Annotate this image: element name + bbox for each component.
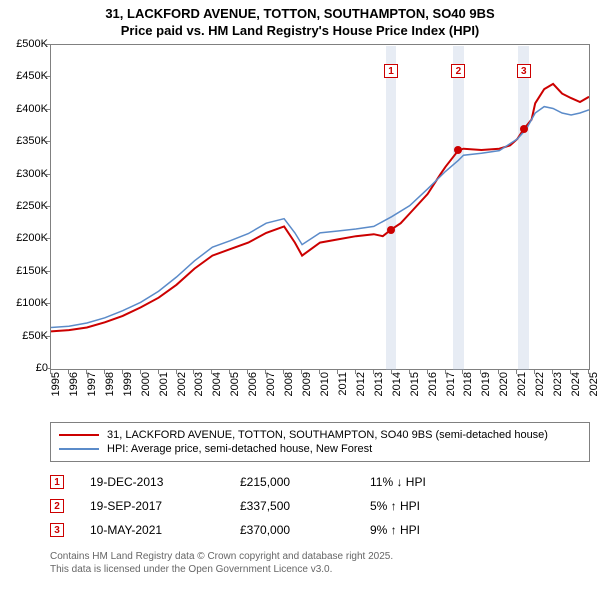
ytick-label: £50K bbox=[22, 330, 48, 342]
chart-marker-box: 1 bbox=[384, 64, 398, 78]
line-series bbox=[51, 45, 589, 369]
legend-row-1: 31, LACKFORD AVENUE, TOTTON, SOUTHAMPTON… bbox=[59, 429, 581, 441]
xtick-label: 1999 bbox=[122, 372, 134, 396]
xtick-label: 2024 bbox=[570, 372, 582, 396]
xtick-label: 2014 bbox=[391, 372, 403, 396]
ytick-label: £400K bbox=[16, 103, 48, 115]
sale-price: £215,000 bbox=[240, 475, 370, 489]
legend-swatch-2 bbox=[59, 448, 99, 450]
table-row: 2 19-SEP-2017 £337,500 5% ↑ HPI bbox=[50, 494, 590, 518]
xtick-label: 2025 bbox=[588, 372, 600, 396]
hpi-delta: 9% ↑ HPI bbox=[370, 523, 470, 537]
legend-label-1: 31, LACKFORD AVENUE, TOTTON, SOUTHAMPTON… bbox=[107, 429, 548, 441]
xtick-label: 2001 bbox=[158, 372, 170, 396]
xtick-label: 2017 bbox=[445, 372, 457, 396]
legend-swatch-1 bbox=[59, 434, 99, 436]
xtick-label: 2006 bbox=[247, 372, 259, 396]
xtick-label: 2018 bbox=[462, 372, 474, 396]
marker-box-3: 3 bbox=[50, 523, 64, 537]
title-line-2: Price paid vs. HM Land Registry's House … bbox=[0, 23, 600, 40]
xtick-label: 2008 bbox=[283, 372, 295, 396]
sale-dot bbox=[454, 146, 462, 154]
xtick-label: 2009 bbox=[301, 372, 313, 396]
title-line-1: 31, LACKFORD AVENUE, TOTTON, SOUTHAMPTON… bbox=[0, 6, 600, 23]
xtick-label: 2004 bbox=[211, 372, 223, 396]
series-price_paid bbox=[51, 84, 589, 332]
xtick-label: 2013 bbox=[373, 372, 385, 396]
xtick-label: 2020 bbox=[498, 372, 510, 396]
xtick-label: 1996 bbox=[68, 372, 80, 396]
ytick-label: £450K bbox=[16, 70, 48, 82]
xtick-label: 2003 bbox=[193, 372, 205, 396]
xtick-label: 1995 bbox=[50, 372, 62, 396]
xtick-label: 2015 bbox=[409, 372, 421, 396]
marker-box-2: 2 bbox=[50, 499, 64, 513]
xtick-label: 2012 bbox=[355, 372, 367, 396]
sales-table: 1 19-DEC-2013 £215,000 11% ↓ HPI 2 19-SE… bbox=[50, 470, 590, 542]
sale-price: £370,000 bbox=[240, 523, 370, 537]
xtick-label: 1997 bbox=[86, 372, 98, 396]
sale-date: 10-MAY-2021 bbox=[90, 523, 240, 537]
xtick-label: 2005 bbox=[229, 372, 241, 396]
footer-line-2: This data is licensed under the Open Gov… bbox=[50, 563, 393, 576]
ytick-label: £350K bbox=[16, 135, 48, 147]
footer-line-1: Contains HM Land Registry data © Crown c… bbox=[50, 550, 393, 563]
sale-dot bbox=[520, 125, 528, 133]
ytick-label: £100K bbox=[16, 297, 48, 309]
xtick-label: 2021 bbox=[516, 372, 528, 396]
sale-price: £337,500 bbox=[240, 499, 370, 513]
marker-box-1: 1 bbox=[50, 475, 64, 489]
plot-area: 1 2 3 bbox=[50, 44, 590, 370]
xtick-label: 2016 bbox=[427, 372, 439, 396]
table-row: 3 10-MAY-2021 £370,000 9% ↑ HPI bbox=[50, 518, 590, 542]
hpi-delta: 5% ↑ HPI bbox=[370, 499, 470, 513]
chart-title: 31, LACKFORD AVENUE, TOTTON, SOUTHAMPTON… bbox=[0, 0, 600, 40]
xtick-label: 2011 bbox=[337, 372, 349, 396]
xtick-label: 1998 bbox=[104, 372, 116, 396]
sale-dot bbox=[387, 226, 395, 234]
table-row: 1 19-DEC-2013 £215,000 11% ↓ HPI bbox=[50, 470, 590, 494]
xtick-label: 2000 bbox=[140, 372, 152, 396]
footer: Contains HM Land Registry data © Crown c… bbox=[50, 550, 393, 576]
legend-label-2: HPI: Average price, semi-detached house,… bbox=[107, 443, 372, 455]
legend: 31, LACKFORD AVENUE, TOTTON, SOUTHAMPTON… bbox=[50, 422, 590, 462]
ytick-label: £150K bbox=[16, 265, 48, 277]
ytick-label: £250K bbox=[16, 200, 48, 212]
chart-marker-box: 2 bbox=[451, 64, 465, 78]
chart-marker-box: 3 bbox=[517, 64, 531, 78]
xtick-label: 2019 bbox=[480, 372, 492, 396]
xtick-label: 2002 bbox=[176, 372, 188, 396]
ytick-label: £500K bbox=[16, 38, 48, 50]
xtick-label: 2007 bbox=[265, 372, 277, 396]
xtick-label: 2023 bbox=[552, 372, 564, 396]
ytick-label: £200K bbox=[16, 232, 48, 244]
hpi-delta: 11% ↓ HPI bbox=[370, 475, 470, 489]
ytick-label: £300K bbox=[16, 168, 48, 180]
xtick-label: 2022 bbox=[534, 372, 546, 396]
sale-date: 19-DEC-2013 bbox=[90, 475, 240, 489]
series-hpi bbox=[51, 107, 589, 328]
xtick-label: 2010 bbox=[319, 372, 331, 396]
sale-date: 19-SEP-2017 bbox=[90, 499, 240, 513]
legend-row-2: HPI: Average price, semi-detached house,… bbox=[59, 443, 581, 455]
chart: 123 £0£50K£100K£150K£200K£250K£300K£350K… bbox=[0, 44, 600, 410]
